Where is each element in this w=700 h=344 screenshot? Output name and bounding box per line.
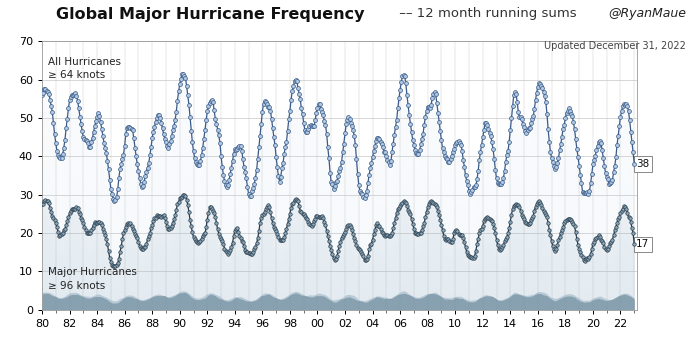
- Text: @RyanMaue: @RyanMaue: [608, 7, 686, 20]
- Text: 17: 17: [636, 239, 650, 249]
- Text: –– 12 month running sums: –– 12 month running sums: [395, 7, 577, 20]
- Text: 38: 38: [636, 159, 650, 169]
- Text: Global Major Hurricane Frequency: Global Major Hurricane Frequency: [56, 7, 365, 22]
- Text: Updated December 31, 2022: Updated December 31, 2022: [544, 41, 686, 51]
- Text: Major Hurricanes
≥ 96 knots: Major Hurricanes ≥ 96 knots: [48, 267, 136, 291]
- Text: All Hurricanes
≥ 64 knots: All Hurricanes ≥ 64 knots: [48, 57, 120, 80]
